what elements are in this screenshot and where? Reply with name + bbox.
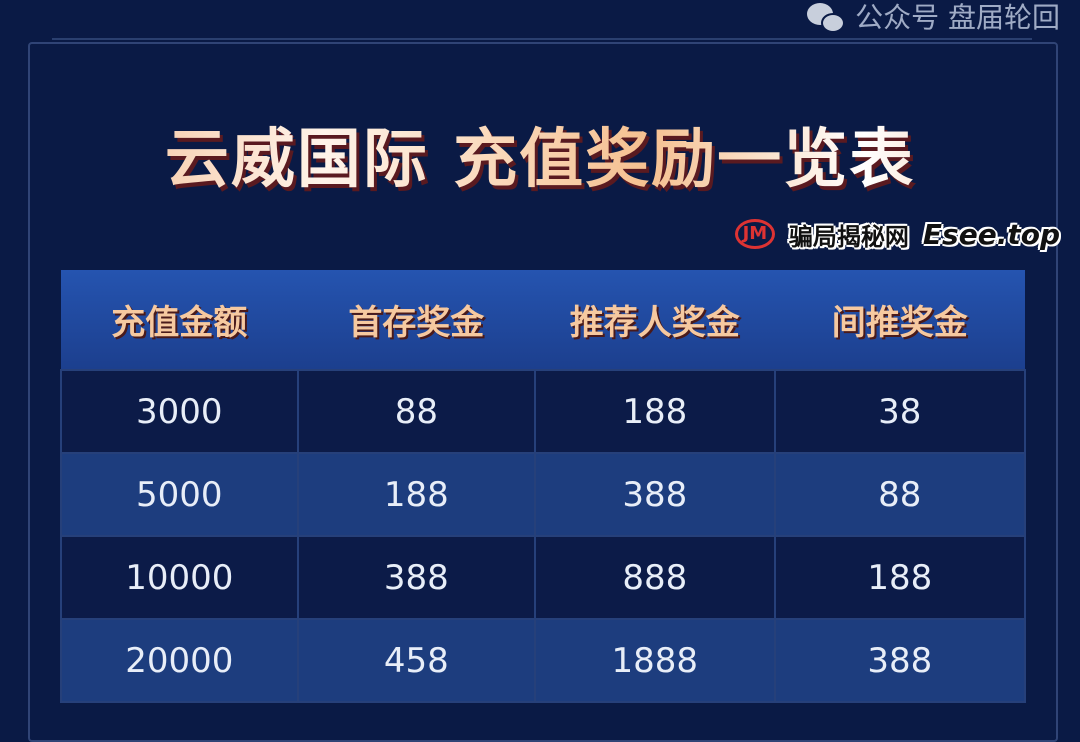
brand-logo: JM [734,219,775,249]
reward-table: 充值金额 首存奖金 推荐人奖金 间推奖金 3000 88 188 38 5000… [60,270,1027,703]
table-cell: 38 [773,369,1027,454]
table-cell: 188 [296,452,537,537]
table-cell: 888 [534,535,776,620]
table-row: 20000 458 1888 388 [60,618,1027,703]
table-cell: 3000 [60,369,299,454]
watermark-account: 公众号 盘届轮回 [807,0,1060,36]
table-cell: 388 [773,618,1027,703]
table-cell: 20000 [60,618,299,703]
table-cell: 1888 [534,618,776,703]
header-cell: 推荐人奖金 [535,270,775,370]
brand-site: Esee.top [922,217,1060,251]
table-cell: 388 [534,452,776,537]
header-cell: 间推奖金 [774,270,1025,370]
table-cell: 10000 [60,535,299,620]
page-title: 云威国际 充值奖励一览表 [0,108,1080,200]
watermark-brand: JM 骗局揭秘网 Esee.top [734,214,1060,254]
decorative-frame-top [52,38,1032,52]
table-cell: 88 [296,369,537,454]
table-row: 3000 88 188 38 [60,369,1027,454]
table-row: 5000 188 388 88 [60,452,1027,537]
header-cell: 充值金额 [61,270,298,370]
table-row: 10000 388 888 188 [60,535,1027,620]
watermark-account-text: 公众号 盘届轮回 [855,1,1060,34]
wechat-icon [807,3,847,33]
table-cell: 388 [296,535,537,620]
table-cell: 5000 [60,452,299,537]
table-cell: 188 [773,535,1027,620]
table-cell: 458 [296,618,537,703]
table-cell: 188 [534,369,776,454]
brand-name: 骗局揭秘网 [788,222,909,251]
table-header-row: 充值金额 首存奖金 推荐人奖金 间推奖金 [61,270,1025,370]
table-cell: 88 [773,452,1027,537]
header-cell: 首存奖金 [297,270,536,370]
